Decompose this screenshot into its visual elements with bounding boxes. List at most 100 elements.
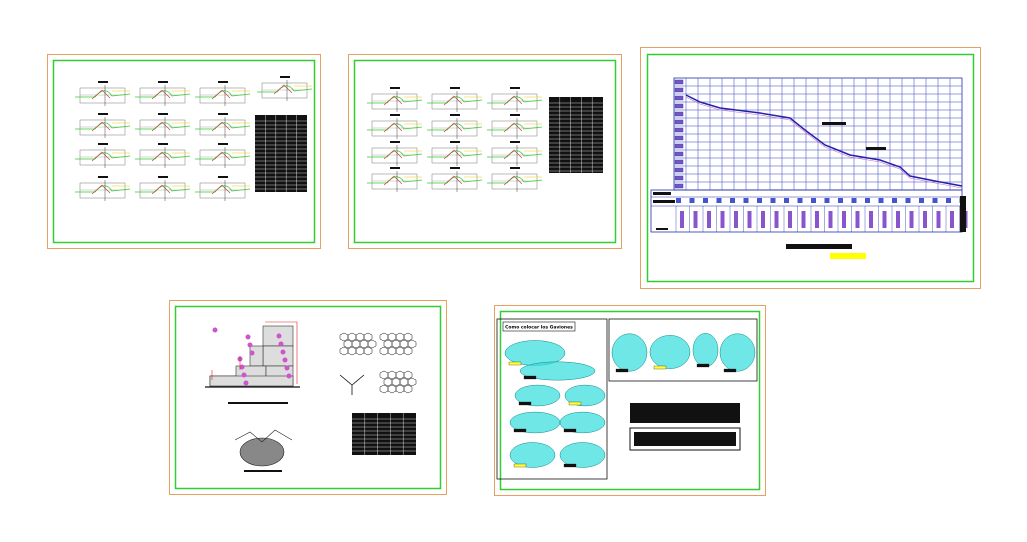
mesh-joint [339, 374, 365, 395]
profile-grid [674, 78, 962, 190]
band-bar [693, 211, 698, 228]
band-cell [784, 198, 789, 203]
cross-section [75, 81, 131, 106]
cross-section [135, 113, 191, 138]
band-bar [747, 211, 752, 228]
design-line [211, 184, 231, 195]
cross-section [75, 113, 131, 138]
ground-line [487, 96, 543, 104]
ground-line [135, 185, 191, 193]
section-title [98, 113, 108, 115]
illustration [719, 333, 756, 372]
mesh-detail [379, 370, 417, 394]
guide-title-box [502, 321, 576, 332]
sheet-caption [786, 244, 852, 249]
stone [245, 334, 251, 340]
section-frame [139, 119, 186, 136]
illustration [559, 442, 606, 468]
drawing-details [75, 76, 756, 472]
section-title [390, 167, 400, 169]
cross-section [487, 167, 543, 192]
section-frame [79, 149, 126, 166]
illustration [509, 442, 556, 468]
design-profile [685, 96, 963, 189]
mesh-cell [403, 346, 413, 356]
elevation-marker [674, 119, 684, 125]
band-cell [865, 198, 870, 203]
design-line [503, 122, 523, 133]
section-title [98, 176, 108, 178]
section-frame [431, 147, 478, 164]
cross-section [195, 81, 251, 106]
ground-line [75, 185, 131, 193]
caption [228, 402, 288, 404]
ground-line [487, 123, 543, 131]
section-frame [371, 147, 418, 164]
cross-section [75, 143, 131, 168]
elevation-marker [674, 159, 684, 165]
guide-panel [496, 318, 608, 480]
section-title [390, 141, 400, 143]
stone [241, 372, 247, 378]
elevation-marker [674, 183, 684, 189]
ground-line [367, 150, 423, 158]
guide-panel [608, 318, 758, 382]
section-title [158, 143, 168, 145]
band-bar [774, 211, 779, 228]
mesh-cell [367, 339, 377, 349]
sheet-inner-border [174, 305, 442, 490]
ground-line [135, 90, 191, 98]
section-title [510, 87, 520, 89]
band-bar [801, 211, 806, 228]
band-bar [828, 211, 833, 228]
band-bar [936, 211, 941, 228]
stone [247, 342, 253, 348]
elevation-marker [674, 167, 684, 173]
illustration [692, 333, 719, 367]
stone [276, 333, 282, 339]
sheet-caption-highlight [830, 253, 866, 259]
ground-line [75, 152, 131, 160]
band-bar [950, 211, 954, 228]
ground-line [427, 123, 483, 131]
design-line [443, 122, 463, 133]
stone [280, 349, 286, 355]
section-title [218, 81, 228, 83]
section-title [158, 81, 168, 83]
stone-fill-sketch [239, 437, 285, 467]
section-title [218, 143, 228, 145]
band-bar [707, 211, 711, 228]
band-cell [716, 198, 722, 203]
elevation-marker [674, 151, 684, 157]
band-cell [878, 198, 884, 203]
mesh-cell [363, 346, 373, 356]
ground-line [195, 185, 251, 193]
elevation-marker [674, 135, 684, 141]
design-line [383, 122, 403, 133]
gabion-box [209, 375, 294, 387]
section-title [218, 113, 228, 115]
section-frame [491, 173, 538, 190]
illustration-label [508, 361, 522, 366]
sheet-inner-border [52, 59, 316, 244]
table-body [352, 413, 416, 455]
stone [286, 373, 292, 379]
section-frame [371, 93, 418, 110]
stone [243, 380, 249, 386]
section-title [510, 141, 520, 143]
stone [282, 357, 288, 363]
illustration-label [523, 375, 537, 380]
illustration [649, 335, 691, 369]
cross-section [427, 87, 483, 112]
design-line [503, 149, 523, 160]
ground-line [367, 176, 423, 184]
cross-section [195, 143, 251, 168]
design-line [151, 121, 171, 132]
illustration-label [518, 401, 532, 406]
cross-section [195, 176, 251, 201]
dimension-line [211, 321, 298, 384]
illustration [611, 333, 648, 372]
elevation-marker [674, 127, 684, 133]
design-line [443, 95, 463, 106]
design-line [383, 95, 403, 106]
